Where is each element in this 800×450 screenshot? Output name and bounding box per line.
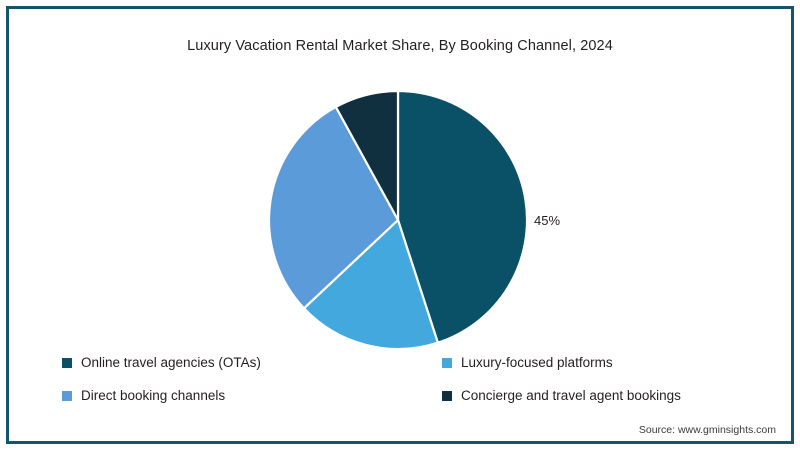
square-swatch-icon <box>442 390 452 401</box>
legend-item-online-travel-agencies[interactable]: Online travel agencies (OTAs) <box>62 355 442 370</box>
chart-title: Luxury Vacation Rental Market Share, By … <box>187 38 613 54</box>
chart-legend: Online travel agencies (OTAs) Luxury-foc… <box>62 355 752 403</box>
legend-item-concierge-travel-agent[interactable]: Concierge and travel agent bookings <box>442 388 752 403</box>
pie-slice[interactable] <box>396 90 528 344</box>
legend-item-label: Direct booking channels <box>81 388 226 403</box>
legend-item-label: Online travel agencies (OTAs) <box>81 355 261 370</box>
pie-data-label-45: 45% <box>534 213 561 228</box>
legend-item-direct-booking-channels[interactable]: Direct booking channels <box>62 388 442 403</box>
square-swatch-icon <box>62 357 72 368</box>
pie-slice[interactable] <box>302 218 439 350</box>
legend-item-luxury-focused-platforms[interactable]: Luxury-focused platforms <box>442 355 752 370</box>
pie-chart <box>268 90 528 350</box>
square-swatch-icon <box>62 390 72 401</box>
legend-item-label: Luxury-focused platforms <box>461 355 613 370</box>
pie-slice[interactable] <box>268 105 400 310</box>
legend-item-label: Concierge and travel agent bookings <box>461 388 681 403</box>
pie-slice[interactable] <box>334 90 400 222</box>
square-swatch-icon <box>442 357 452 368</box>
pie-slice-group <box>268 90 528 350</box>
source-note: Source: www.gminsights.com <box>638 424 776 436</box>
pie-chart-svg <box>268 90 528 350</box>
